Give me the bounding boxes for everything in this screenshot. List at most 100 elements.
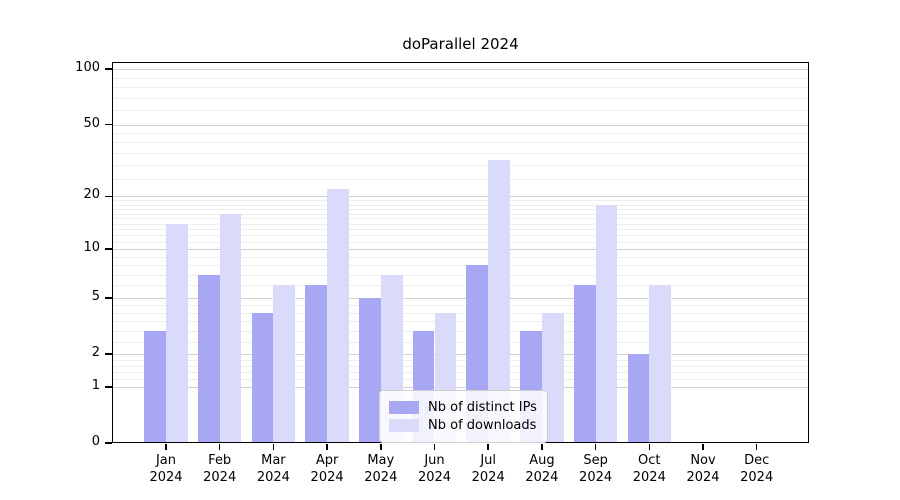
y-axis-tick — [105, 247, 112, 250]
bar-nb-of-distinct-ips-sep — [573, 285, 596, 443]
x-axis-tick-month: Oct — [638, 453, 661, 468]
minor-gridline — [112, 265, 809, 267]
y-axis-tick — [105, 195, 112, 198]
major-gridline — [112, 196, 809, 198]
x-axis-tick-month: Jan — [155, 453, 177, 468]
minor-gridline — [112, 97, 809, 99]
y-axis-tick-label: 2 — [91, 345, 100, 361]
y-axis-tick-label: 0 — [91, 434, 100, 449]
x-axis-tick-label: Dec 2024 — [729, 452, 785, 486]
x-axis-tick — [218, 444, 221, 450]
bar-nb-of-downloads-jul — [488, 159, 510, 443]
minor-gridline — [112, 274, 809, 276]
minor-gridline — [112, 110, 809, 112]
minor-gridline — [112, 372, 809, 374]
x-axis-tick-year: 2024 — [471, 470, 505, 485]
minor-gridline — [112, 218, 809, 220]
major-gridline — [112, 124, 809, 126]
x-axis-tick-year: 2024 — [256, 470, 290, 485]
bar-nb-of-downloads-sep — [595, 204, 618, 443]
x-axis-tick — [326, 444, 328, 450]
x-axis-tick — [755, 444, 758, 450]
x-axis-tick-label: Jul 2024 — [460, 452, 516, 486]
x-axis-tick-year: 2024 — [149, 470, 183, 485]
x-axis-tick — [487, 444, 489, 450]
x-axis-tick — [165, 444, 167, 450]
x-axis-tick-label: May 2024 — [353, 452, 409, 486]
bar-nb-of-distinct-ips-feb — [197, 274, 220, 443]
x-axis-tick — [702, 444, 704, 450]
x-axis-tick — [380, 444, 382, 450]
x-axis-tick-month: Sep — [583, 453, 608, 468]
bar-nb-of-downloads-mar — [273, 285, 296, 443]
minor-gridline — [112, 208, 809, 210]
bar-nb-of-distinct-ips-apr — [305, 285, 328, 443]
x-axis-tick-month: Jul — [480, 453, 497, 468]
minor-gridline — [112, 229, 809, 231]
x-axis-tick-month: Mar — [261, 453, 286, 468]
minor-gridline — [112, 379, 809, 381]
legend: Nb of distinct IPs Nb of downloads — [379, 390, 548, 443]
x-axis-tick — [541, 444, 543, 450]
minor-gridline — [112, 321, 809, 323]
minor-gridline — [112, 330, 809, 332]
y-axis-tick — [105, 442, 112, 444]
major-gridline — [112, 386, 809, 388]
y-axis-tick-label: 10 — [83, 239, 100, 255]
x-axis-tick-year: 2024 — [364, 470, 398, 485]
minor-gridline — [112, 365, 809, 367]
y-axis-tick — [105, 297, 112, 299]
minor-gridline — [112, 152, 809, 154]
minor-gridline — [112, 213, 809, 215]
y-axis-tick-label: 20 — [83, 187, 100, 203]
x-axis-tick-label: Nov 2024 — [675, 452, 731, 486]
bar-nb-of-distinct-ips-may — [359, 297, 381, 443]
x-axis-tick-year: 2024 — [632, 470, 666, 485]
bar-nb-of-distinct-ips-mar — [251, 312, 274, 443]
x-axis-tick — [433, 444, 436, 450]
y-axis-tick — [105, 68, 112, 70]
legend-swatch-downloads — [389, 419, 419, 432]
x-axis-tick-month: Nov — [690, 453, 716, 468]
x-axis-tick-month: May — [367, 453, 395, 468]
bar-nb-of-downloads-apr — [327, 189, 349, 443]
major-gridline — [112, 354, 809, 356]
x-axis-tick-label: Jan 2024 — [138, 452, 194, 486]
x-axis-tick-year: 2024 — [203, 470, 237, 485]
minor-gridline — [112, 223, 809, 225]
major-gridline — [112, 248, 809, 250]
y-axis-tick — [105, 353, 112, 355]
minor-gridline — [112, 204, 809, 206]
x-axis-tick — [648, 444, 651, 450]
chart-title: doParallel 2024 — [402, 35, 519, 53]
y-axis-tick-label: 1 — [91, 377, 100, 393]
x-axis-tick-label: Aug 2024 — [514, 452, 570, 486]
minor-gridline — [112, 241, 809, 243]
x-axis-tick-month: Apr — [315, 453, 339, 468]
minor-gridline — [112, 179, 809, 181]
y-axis-tick — [105, 386, 112, 388]
bar-nb-of-distinct-ips-jan — [144, 330, 166, 443]
major-gridline — [112, 69, 809, 71]
minor-gridline — [112, 285, 809, 287]
x-axis-tick-year: 2024 — [417, 470, 452, 485]
legend-item-downloads: Nb of downloads — [389, 418, 537, 433]
minor-gridline — [112, 256, 809, 258]
minor-gridline — [112, 312, 809, 314]
x-axis-tick-label: Oct 2024 — [621, 452, 677, 486]
bar-nb-of-downloads-feb — [219, 213, 242, 443]
minor-gridline — [112, 359, 809, 361]
minor-gridline — [112, 87, 809, 89]
minor-gridline — [112, 235, 809, 237]
minor-gridline — [112, 164, 809, 166]
y-axis-tick-label: 100 — [75, 60, 100, 76]
x-axis-tick-month: Aug — [529, 453, 555, 468]
x-axis-tick-label: Mar 2024 — [245, 452, 301, 486]
x-axis-tick-year: 2024 — [579, 470, 613, 485]
y-axis-tick — [105, 123, 112, 126]
y-axis-tick-label: 50 — [83, 115, 100, 131]
x-axis-tick-label: Feb 2024 — [192, 452, 248, 486]
x-axis-tick-label: Jun 2024 — [407, 452, 463, 486]
legend-swatch-distinct-ips — [389, 401, 419, 414]
